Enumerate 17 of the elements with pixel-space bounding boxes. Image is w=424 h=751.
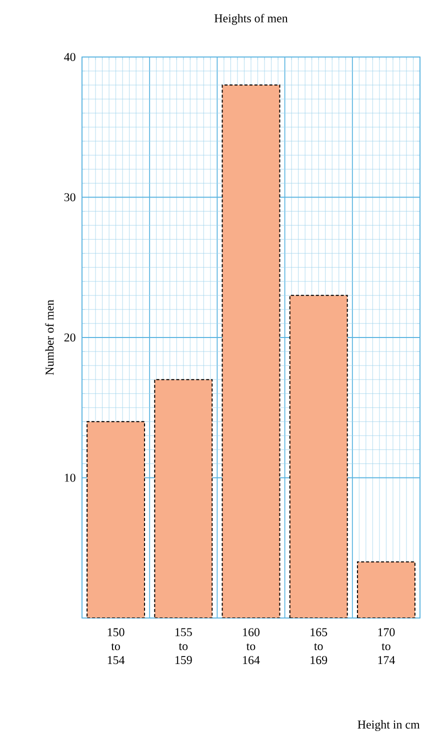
y-tick-label: 30 — [64, 193, 76, 202]
y-tick-label: 10 — [64, 474, 76, 482]
x-tick-label: 160 to 164 — [243, 628, 260, 664]
y-tick-label: 20 — [64, 333, 76, 342]
y-tick-label: 40 — [64, 52, 76, 62]
x-axis-title: Height in cm — [358, 720, 420, 732]
x-tick-label: 155 to 159 — [175, 628, 192, 664]
bar — [154, 379, 213, 618]
x-tick-label: 150 to 154 — [108, 628, 125, 664]
bar — [222, 84, 280, 618]
chart-title: Heights of men — [214, 14, 288, 25]
bar — [86, 421, 146, 618]
x-tick-label: 170 to 174 — [378, 628, 395, 664]
bar — [356, 561, 416, 618]
bar — [289, 294, 348, 618]
y-axis-title: Number of men — [45, 300, 54, 375]
x-tick-label: 165 to 169 — [310, 628, 328, 664]
